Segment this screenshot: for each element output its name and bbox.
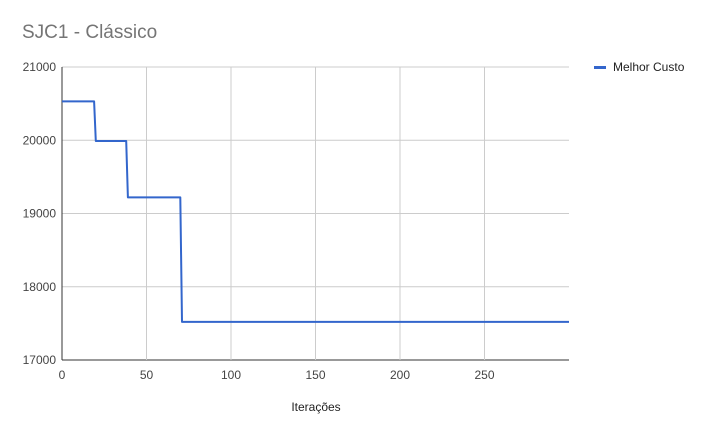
y-tick-label: 17000: [23, 353, 57, 367]
chart-title: SJC1 - Clássico: [22, 22, 158, 43]
x-tick-label: 200: [390, 368, 410, 382]
y-tick-label: 19000: [23, 207, 57, 221]
y-tick-label: 20000: [23, 133, 57, 147]
x-tick-label: 150: [305, 368, 325, 382]
y-tick-label: 18000: [23, 280, 57, 294]
x-tick-label: 250: [474, 368, 494, 382]
legend-label: Melhor Custo: [613, 60, 685, 74]
x-tick-label: 100: [221, 368, 241, 382]
x-tick-label: 50: [140, 368, 154, 382]
x-axis-label: Iterações: [291, 400, 341, 414]
x-tick-label: 0: [59, 368, 66, 382]
y-tick-label: 21000: [23, 60, 57, 74]
series-line-melhor-custo: [62, 100, 569, 323]
legend[interactable]: Melhor Custo: [594, 60, 684, 74]
legend-swatch: [594, 65, 606, 69]
